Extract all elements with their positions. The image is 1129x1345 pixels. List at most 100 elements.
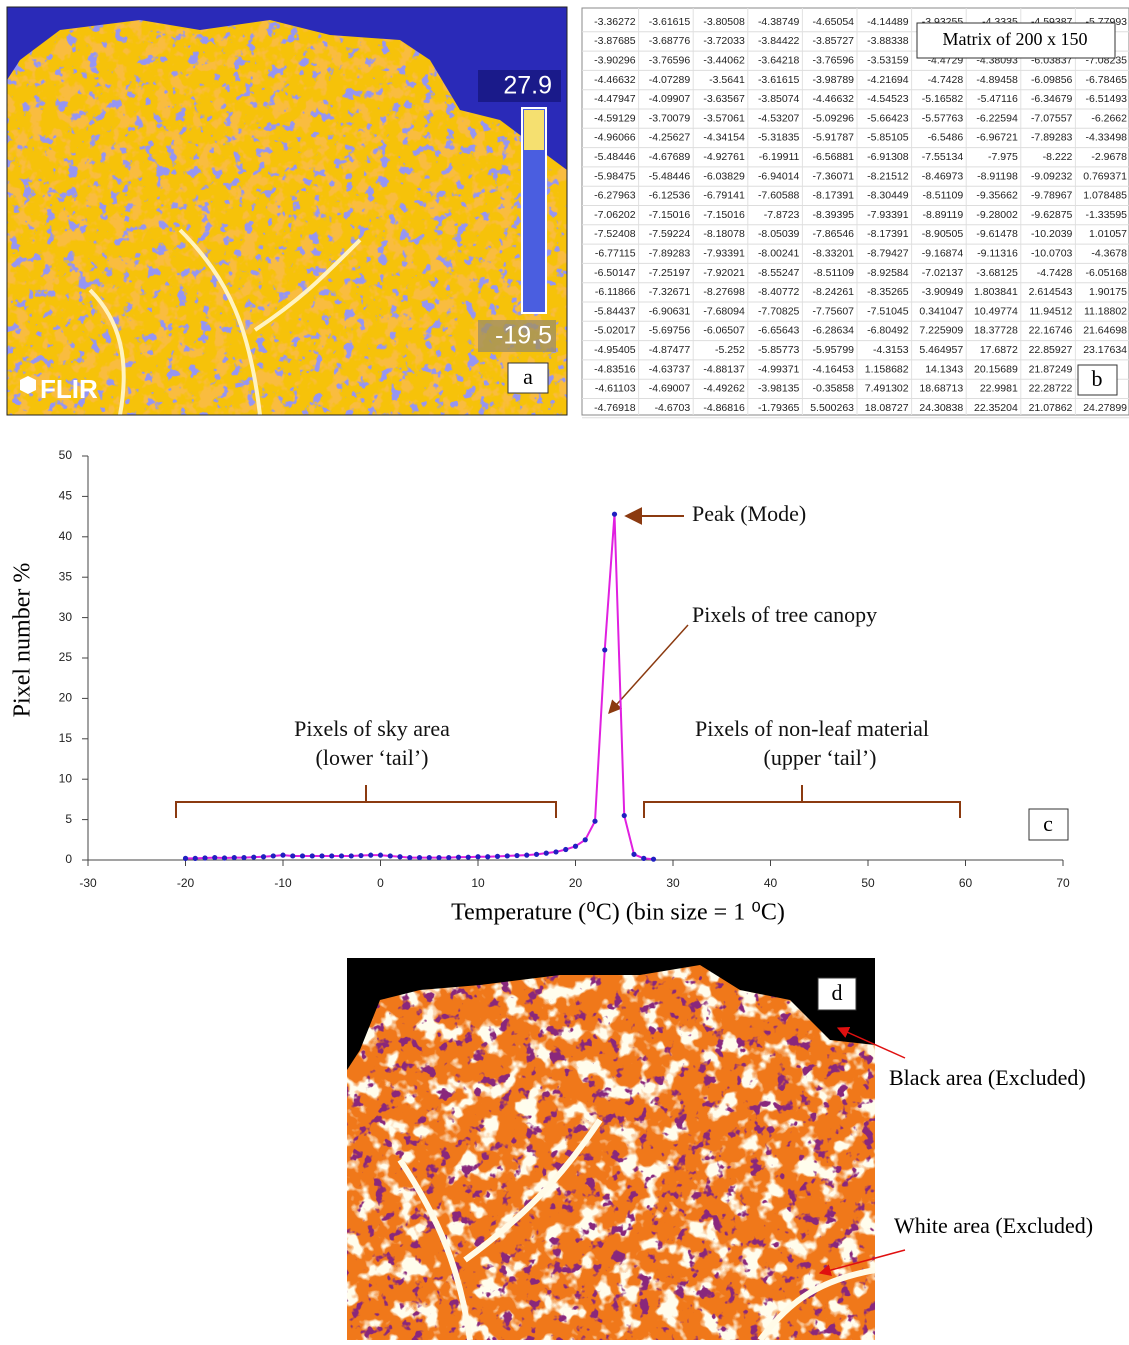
table-cell: -7.59224 xyxy=(649,228,691,240)
table-cell: 18.37728 xyxy=(974,325,1018,337)
bracket xyxy=(175,785,557,818)
y-tick-label: 20 xyxy=(59,691,73,705)
table-cell: 7.225909 xyxy=(919,325,963,337)
data-point xyxy=(377,852,384,858)
table-cell: -6.27963 xyxy=(594,190,636,202)
data-point xyxy=(436,854,442,861)
x-tick-label: -20 xyxy=(177,876,195,890)
table-cell: 10.49774 xyxy=(974,305,1018,317)
x-tick-label: 30 xyxy=(666,876,680,890)
table-cell: -6.28634 xyxy=(813,325,855,337)
x-tick-label: 40 xyxy=(764,876,778,890)
data-point xyxy=(465,854,471,860)
table-cell: -8.21512 xyxy=(867,170,909,182)
table-cell: 18.68713 xyxy=(919,383,963,395)
table-cell: -4.21694 xyxy=(867,74,909,86)
colorbar-top xyxy=(524,110,544,150)
table-cell: -6.80492 xyxy=(867,325,909,337)
table-cell: -7.93391 xyxy=(867,209,909,221)
table-cell: -8.18078 xyxy=(703,228,745,240)
table-cell: -2.9678 xyxy=(1091,151,1127,163)
table-cell: -4.96066 xyxy=(594,132,636,144)
data-point xyxy=(563,846,569,853)
table-cell: -5.48446 xyxy=(594,151,636,163)
data-point xyxy=(631,851,637,857)
table-cell: -3.90949 xyxy=(922,286,964,298)
table-cell: -7.89283 xyxy=(1031,132,1073,144)
table-cell: -7.36071 xyxy=(813,170,855,182)
table-cell: -4.34154 xyxy=(703,132,745,144)
table-cell: -4.33498 xyxy=(1086,132,1128,144)
data-point xyxy=(387,853,393,859)
x-tick-label: 20 xyxy=(569,876,583,890)
data-point xyxy=(650,856,657,862)
x-tick-label: 10 xyxy=(471,876,485,890)
table-cell: -4.6703 xyxy=(655,402,691,414)
table-cell: -6.34679 xyxy=(1031,93,1073,105)
table-cell: -8.51109 xyxy=(813,267,854,279)
data-point xyxy=(572,843,579,849)
table-cell: -5.85773 xyxy=(758,344,800,356)
data-point xyxy=(348,853,354,859)
table-cell: -3.68776 xyxy=(649,35,691,47)
table-cell: -4.92761 xyxy=(703,151,745,163)
table-cell: -5.57763 xyxy=(922,112,964,124)
table-cell: -3.98135 xyxy=(758,383,800,395)
x-tick-label: -10 xyxy=(274,876,292,890)
y-axis-label: Pixel number % xyxy=(10,563,36,718)
table-cell: -8.33201 xyxy=(813,248,855,260)
data-point xyxy=(582,837,588,843)
panel-label: a xyxy=(523,364,533,389)
table-cell: -5.02017 xyxy=(594,325,636,337)
max-box xyxy=(478,70,561,102)
table-cell: -3.36272 xyxy=(594,16,636,28)
flir-icon xyxy=(20,376,36,394)
table-cell: -8.89119 xyxy=(923,209,964,221)
annotation: Black area (Excluded) xyxy=(889,1065,1086,1090)
table-cell: -3.87685 xyxy=(594,35,636,47)
table-cell: -3.53159 xyxy=(867,55,909,67)
data-point xyxy=(592,818,598,824)
table-cell: -6.12536 xyxy=(649,190,691,202)
arrow xyxy=(818,1249,906,1276)
table-cell: 21.64698 xyxy=(1083,325,1127,337)
data-point xyxy=(504,853,510,859)
table-cell: -6.03829 xyxy=(703,170,745,182)
data-point xyxy=(231,854,237,861)
table-cell: -3.57061 xyxy=(703,112,745,124)
y-tick-label: 15 xyxy=(59,731,73,745)
table-cell: -7.93391 xyxy=(703,248,745,260)
table-cell: -3.44062 xyxy=(703,55,745,67)
table-cell: -4.69007 xyxy=(649,383,691,395)
x-axis-label: Temperature (⁰C) (bin size = 1 ⁰C) xyxy=(451,900,785,926)
table-cell: -5.85105 xyxy=(867,132,909,144)
table-cell: -8.35265 xyxy=(867,286,909,298)
annotation: Peak (Mode) xyxy=(692,501,806,526)
panel-label: c xyxy=(1043,811,1053,836)
table-cell: -4.14489 xyxy=(867,16,909,28)
y-tick-label: 40 xyxy=(59,529,73,543)
table-cell: -9.09232 xyxy=(1031,170,1073,182)
x-tick-label: 60 xyxy=(959,876,973,890)
y-tick-label: 25 xyxy=(59,650,73,664)
data-point xyxy=(221,855,228,861)
table-cell: -7.15016 xyxy=(703,209,745,221)
panel-label: b xyxy=(1092,366,1103,391)
table-cell: -6.2662 xyxy=(1091,112,1127,124)
data-point xyxy=(290,853,296,859)
table-cell: -3.76596 xyxy=(813,55,855,67)
table-cell: -6.79141 xyxy=(703,190,745,202)
table-cell: -6.94014 xyxy=(758,170,800,182)
table-cell: 22.85927 xyxy=(1029,344,1073,356)
table-cell: -6.78465 xyxy=(1086,74,1128,86)
table-cell: 22.16746 xyxy=(1029,325,1073,337)
table-cell: -3.85074 xyxy=(758,93,800,105)
min-box xyxy=(478,320,556,352)
table-cell: 24.30838 xyxy=(919,402,963,414)
max-label: 27.9 xyxy=(503,72,552,100)
x-tick-label: 70 xyxy=(1056,876,1070,890)
table-cell: -4.49262 xyxy=(703,383,745,395)
table-cell: -7.70825 xyxy=(758,305,800,317)
table-cell: -8.17391 xyxy=(867,228,909,240)
arrow xyxy=(608,624,689,715)
